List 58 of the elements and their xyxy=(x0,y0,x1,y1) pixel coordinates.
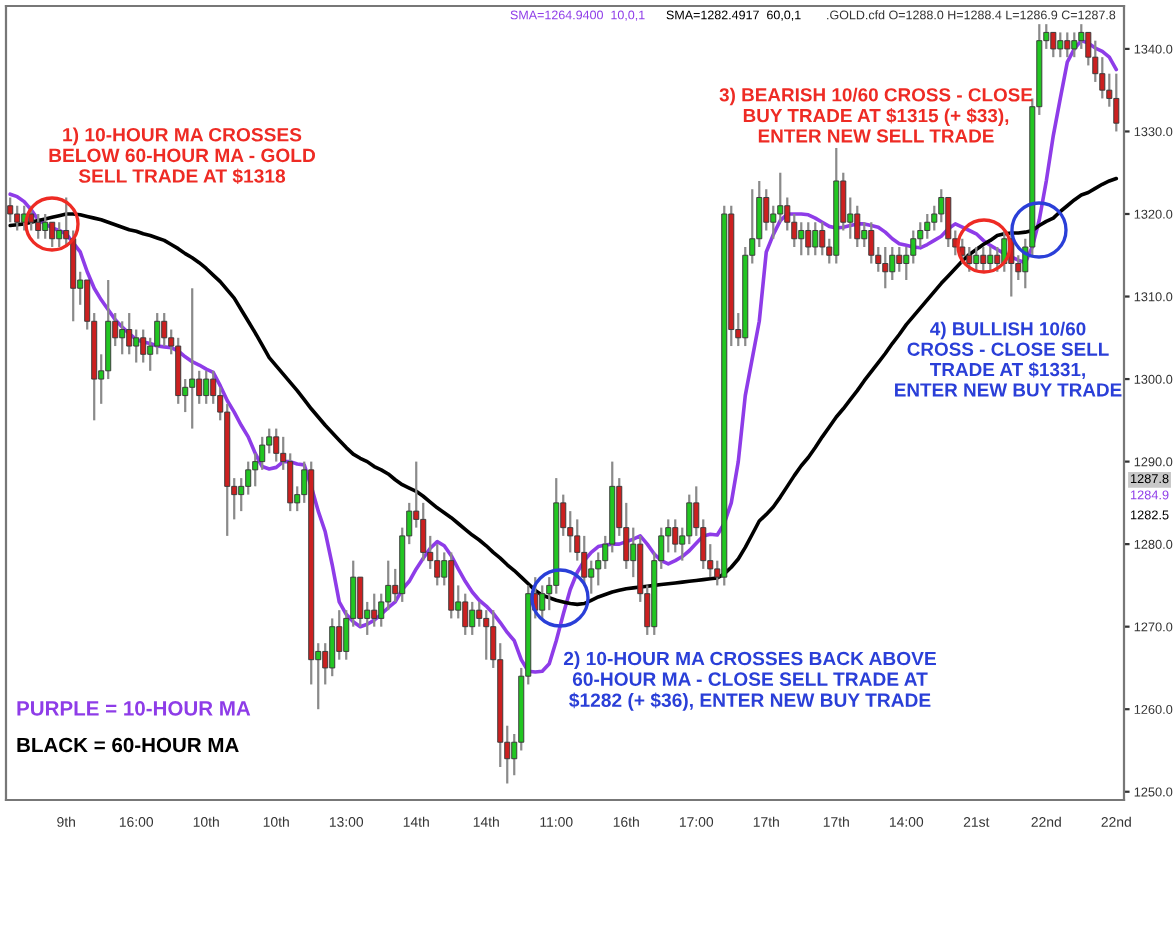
candlestick xyxy=(973,245,980,273)
candlestick xyxy=(203,369,210,405)
candlestick xyxy=(854,204,861,249)
candlestick xyxy=(28,204,35,232)
annotation: 4) BULLISH 10/60 CROSS - CLOSE SELL TRADE AT $1331, ENTER NEW BUY TRADE xyxy=(895,321,1122,397)
candlestick xyxy=(763,188,770,232)
candlestick xyxy=(7,196,14,224)
candlestick xyxy=(882,245,889,290)
candlestick xyxy=(1057,31,1064,59)
candlestick xyxy=(434,543,441,587)
candlestick xyxy=(35,212,42,240)
candlestick xyxy=(539,584,546,620)
candlestick xyxy=(672,518,679,554)
candlestick xyxy=(126,311,133,356)
candlestick xyxy=(14,204,21,232)
text: BLACK = 60-HOUR MA xyxy=(17,737,239,753)
candlestick xyxy=(140,328,147,364)
candlestick xyxy=(889,245,896,282)
candlestick xyxy=(371,592,378,628)
candlestick xyxy=(42,212,49,240)
candlestick xyxy=(56,221,63,249)
candlestick xyxy=(987,245,994,273)
candlestick xyxy=(861,221,868,249)
annotation: 1) 10-HOUR MA CROSSES BELOW 60-HOUR MA - GOLD SELL TRADE AT $1318 xyxy=(49,127,315,185)
candlestick xyxy=(945,196,952,249)
candlestick xyxy=(805,221,812,257)
candlestick xyxy=(868,221,875,265)
candlestick xyxy=(798,221,805,257)
candlestick xyxy=(119,320,126,356)
text: PURPLE = 10-HOUR MA xyxy=(17,701,251,716)
candlestick xyxy=(462,592,469,637)
candlestick xyxy=(980,245,987,273)
point xyxy=(530,568,590,628)
candlestick xyxy=(133,328,140,364)
candlestick xyxy=(819,221,826,257)
annotation: 3) BEARISH 10/60 CROSS - CLOSE BUY TRADE AT $1315 (+ $33), ENTER NEW SELL TRADE xyxy=(719,87,1033,143)
annotation: 2) 10-HOUR MA CROSSES BACK ABOVE 60-HOUR MA - CLOSE SELL TRADE AT $1282 (+ $36), ENTER NEW BUY TRADE xyxy=(563,651,936,711)
candlestick xyxy=(1078,23,1085,51)
candlestick xyxy=(161,311,168,348)
candlestick xyxy=(896,245,903,273)
candlestick xyxy=(1050,31,1057,59)
candlestick xyxy=(966,245,973,273)
point xyxy=(24,196,80,252)
candlestick xyxy=(357,576,364,628)
candlestick xyxy=(1071,31,1078,59)
candlestick xyxy=(336,609,343,661)
candlestick xyxy=(189,287,196,430)
candlestick xyxy=(483,609,490,661)
candlestick xyxy=(812,221,819,257)
candlestick xyxy=(329,617,336,678)
candlestick xyxy=(924,212,931,240)
candlestick xyxy=(994,245,1001,273)
candlestick xyxy=(273,427,280,463)
candlestick xyxy=(49,221,56,249)
candlestick xyxy=(1064,31,1071,59)
candlestick xyxy=(1113,72,1120,133)
candlestick xyxy=(469,600,476,637)
candlestick xyxy=(588,559,595,595)
